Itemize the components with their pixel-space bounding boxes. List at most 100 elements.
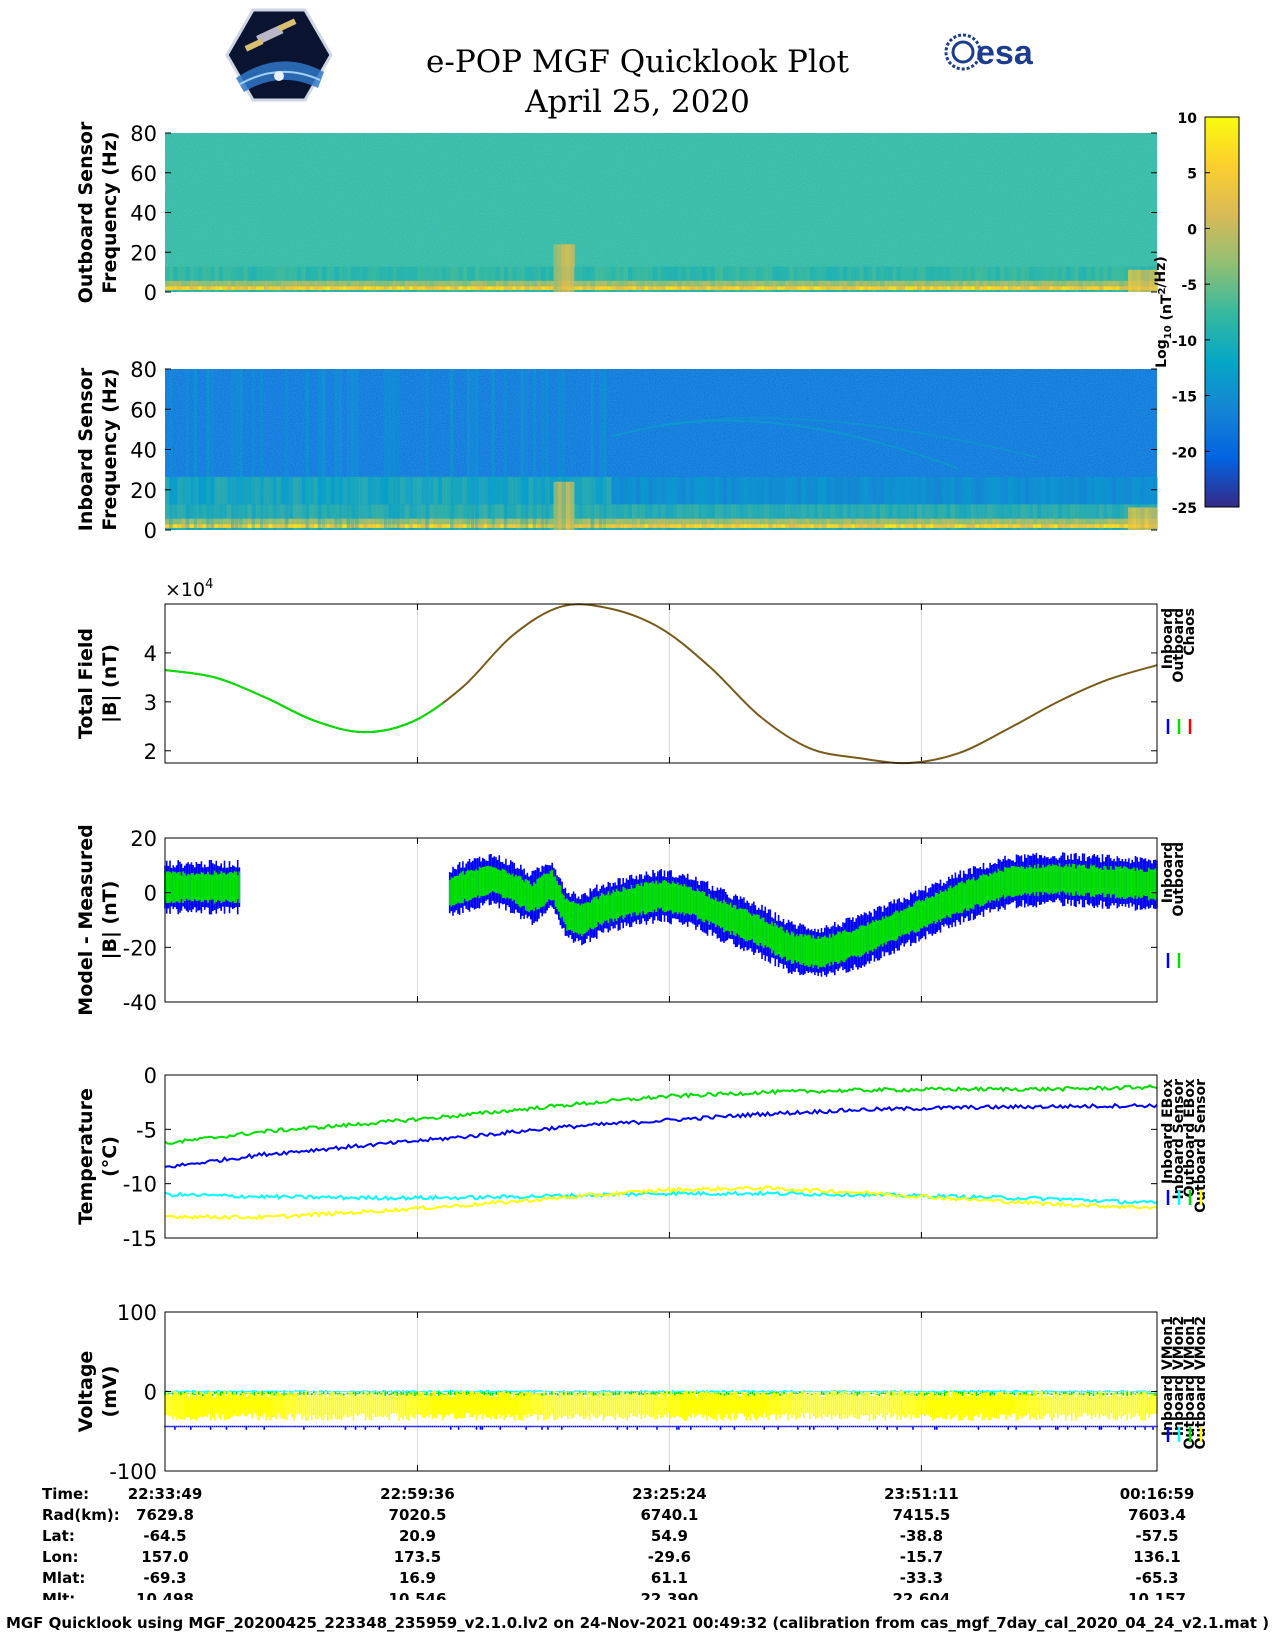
dc-line xyxy=(913,524,918,528)
interference-band xyxy=(293,476,298,505)
low-freq-band xyxy=(1123,504,1129,530)
dc-line xyxy=(681,524,687,528)
low-freq-band xyxy=(276,280,282,288)
spike-event xyxy=(561,481,567,530)
interference-band xyxy=(875,476,881,505)
dc-line xyxy=(549,524,555,528)
dc-line xyxy=(590,524,596,528)
dc-line xyxy=(313,524,319,528)
dc-line xyxy=(367,524,373,528)
ephemeris-cell: 173.5 xyxy=(394,1548,441,1566)
interference-band xyxy=(268,476,274,505)
low-freq-band xyxy=(710,518,716,526)
low-freq-band xyxy=(1082,266,1088,292)
low-freq-band xyxy=(189,280,195,288)
low-freq-band xyxy=(524,266,530,292)
dc-line xyxy=(727,524,732,528)
dc-line xyxy=(1086,524,1092,528)
interference-band xyxy=(1095,476,1100,505)
dc-line xyxy=(322,286,327,290)
dc-line xyxy=(338,286,344,290)
vertical-streak xyxy=(392,369,396,530)
interference-band xyxy=(966,476,972,505)
dc-line xyxy=(586,524,592,528)
vertical-streak xyxy=(524,369,528,530)
low-freq-band xyxy=(520,280,526,288)
dc-line xyxy=(747,524,753,528)
low-freq-band xyxy=(235,266,240,292)
dc-line xyxy=(499,524,505,528)
low-freq-band xyxy=(623,280,629,288)
dc-line xyxy=(218,524,224,528)
low-freq-band xyxy=(1107,280,1113,288)
dc-line xyxy=(545,286,550,290)
dc-line xyxy=(1103,286,1108,290)
dc-line xyxy=(851,286,856,290)
esa-logo: esa xyxy=(944,33,1034,72)
dc-line xyxy=(400,286,406,290)
low-freq-band xyxy=(189,504,195,530)
interference-band xyxy=(818,476,823,505)
low-freq-band xyxy=(479,504,484,530)
low-freq-band xyxy=(1049,280,1055,288)
low-freq-band xyxy=(1119,280,1125,288)
ephemeris-cell: 22:33:49 xyxy=(128,1485,203,1503)
low-freq-band xyxy=(764,504,770,530)
dc-line xyxy=(408,524,414,528)
low-freq-band xyxy=(995,280,1001,288)
interference-band xyxy=(462,476,468,505)
dc-line xyxy=(925,286,931,290)
low-freq-band xyxy=(669,266,674,292)
dc-line xyxy=(698,524,703,528)
low-freq-band xyxy=(594,504,600,530)
y-axis-label-line2: Frequency (Hz) xyxy=(99,368,121,530)
spike-event xyxy=(565,481,571,530)
dc-line xyxy=(619,286,625,290)
low-freq-band xyxy=(611,280,617,288)
dc-line xyxy=(776,524,782,528)
dc-line xyxy=(1115,286,1121,290)
dc-line xyxy=(689,286,695,290)
low-freq-band xyxy=(723,266,728,292)
dc-line xyxy=(301,286,307,290)
low-freq-band xyxy=(1020,280,1026,288)
low-freq-band xyxy=(847,280,852,288)
low-freq-band xyxy=(499,280,505,288)
low-freq-band xyxy=(880,266,885,292)
vertical-streak xyxy=(470,369,475,530)
ephemeris-row-label: Mlat: xyxy=(42,1569,85,1587)
low-freq-band xyxy=(1041,504,1046,530)
vertical-streak xyxy=(322,369,326,530)
low-freq-band xyxy=(284,280,290,288)
low-freq-band xyxy=(842,280,848,288)
interference-band xyxy=(210,476,216,505)
low-freq-band xyxy=(1119,518,1125,526)
low-freq-band xyxy=(892,280,898,288)
low-freq-band xyxy=(904,280,910,288)
low-freq-band xyxy=(863,280,869,288)
interference-band xyxy=(962,476,968,505)
low-freq-band xyxy=(1103,266,1108,292)
vertical-streak xyxy=(260,369,264,530)
low-freq-band xyxy=(330,518,336,526)
low-freq-band xyxy=(342,504,348,530)
interference-band xyxy=(334,476,340,505)
interference-band xyxy=(689,476,695,505)
low-freq-band xyxy=(636,266,641,292)
interference-band xyxy=(999,476,1005,505)
dc-line xyxy=(1020,286,1026,290)
low-freq-band xyxy=(706,266,712,292)
dc-line xyxy=(896,286,902,290)
interference-band xyxy=(991,476,997,505)
interference-band xyxy=(458,476,464,505)
interference-band xyxy=(491,476,497,505)
colorbar-tick-label: 5 xyxy=(1187,167,1197,183)
low-freq-band xyxy=(454,280,460,288)
low-freq-band xyxy=(1070,280,1075,288)
low-freq-band xyxy=(450,280,455,288)
interference-band xyxy=(900,476,906,505)
dc-line xyxy=(512,524,517,528)
interference-band xyxy=(284,476,290,505)
